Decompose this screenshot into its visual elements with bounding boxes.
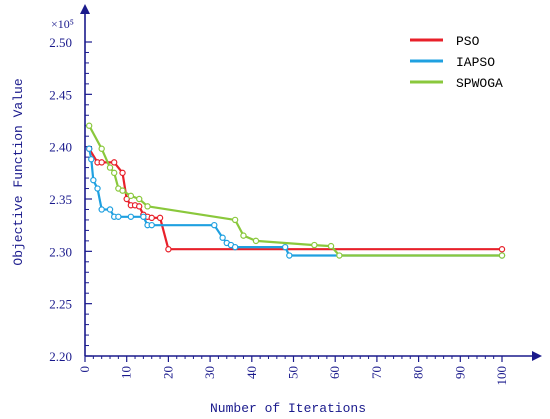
- data-point-spwoga: [85, 122, 93, 129]
- data-point-iapso: [231, 243, 239, 251]
- data-point-iapso: [140, 213, 147, 220]
- data-point-spwoga: [110, 169, 118, 177]
- data-point-spwoga: [144, 203, 151, 210]
- data-point-pso: [148, 214, 155, 222]
- data-point-iapso: [286, 252, 293, 259]
- data-point-pso: [498, 246, 506, 253]
- data-point-pso: [123, 195, 130, 203]
- x-axis-title: Number of Iterations: [210, 401, 366, 416]
- y-axis-title: Objective Function Value: [11, 78, 26, 265]
- x-tick-label-0: 0: [77, 366, 92, 373]
- data-point-spwoga: [98, 145, 105, 152]
- x-axis-arrow: [532, 351, 542, 361]
- data-point-spwoga: [106, 164, 114, 171]
- data-point-spwoga: [336, 252, 343, 259]
- data-point-iapso: [219, 234, 226, 241]
- data-point-pso: [98, 159, 105, 166]
- y-tick-label-4: 2.40: [49, 140, 72, 155]
- y-tick-label-2: 2.30: [49, 244, 72, 259]
- axes-layer: 0 10 20 30 40 50 60 70 80 90 100 2.20 2.25 2.30 2.35 2.…: [49, 4, 542, 386]
- series-line-spwoga: [88, 125, 502, 257]
- data-point-pso: [119, 169, 126, 177]
- data-point-iapso: [127, 213, 135, 220]
- data-point-spwoga: [498, 252, 506, 259]
- legend-label-spwoga: SPWOGA: [456, 76, 503, 91]
- data-point-iapso: [98, 206, 105, 213]
- data-point-spwoga: [311, 241, 318, 249]
- data-point-iapso: [211, 221, 218, 229]
- data-point-spwoga: [127, 192, 135, 200]
- y-tick-label-1: 2.25: [49, 297, 72, 312]
- y-multiplier-label: ×10⁵: [51, 17, 74, 31]
- x-tick-label-80: 80: [411, 366, 426, 379]
- data-point-pso: [156, 214, 164, 222]
- data-point-spwoga: [327, 242, 335, 250]
- data-point-spwoga: [136, 195, 143, 203]
- series-line-iapso: [88, 148, 502, 257]
- data-point-pso: [136, 203, 143, 210]
- x-tick-label-60: 60: [327, 366, 342, 379]
- data-point-iapso: [148, 221, 155, 229]
- data-point-iapso: [281, 243, 289, 251]
- legend-label-iapso: IAPSO: [456, 55, 495, 70]
- x-tick-label-70: 70: [369, 366, 384, 379]
- y-axis-arrow: [80, 4, 90, 14]
- data-point-pso: [110, 159, 118, 166]
- series-layer: [85, 122, 506, 259]
- data-point-iapso: [94, 185, 101, 192]
- y-tick-label-6: 2.50: [49, 35, 72, 50]
- data-point-spwoga: [119, 187, 126, 194]
- x-tick-label-20: 20: [160, 366, 175, 379]
- x-tick-label-100: 100: [494, 366, 509, 386]
- data-point-spwoga: [231, 216, 239, 224]
- data-point-iapso: [90, 176, 97, 184]
- x-tick-label-50: 50: [286, 366, 301, 379]
- data-point-iapso: [106, 206, 114, 213]
- series-line-pso: [88, 148, 502, 251]
- data-point-spwoga: [240, 232, 247, 239]
- data-point-iapso: [88, 156, 95, 163]
- data-point-iapso: [85, 145, 93, 152]
- y-tick-label-0: 2.20: [49, 349, 72, 364]
- x-tick-label-40: 40: [244, 366, 259, 379]
- data-point-pso: [165, 246, 172, 253]
- x-tick-label-90: 90: [452, 366, 467, 379]
- legend-label-pso: PSO: [456, 34, 480, 49]
- x-tick-label-30: 30: [202, 366, 217, 379]
- y-tick-label-5: 2.45: [49, 87, 72, 102]
- data-point-spwoga: [252, 237, 260, 245]
- x-tick-label-10: 10: [119, 366, 134, 379]
- legend: PSO IAPSO SPWOGA: [410, 34, 503, 91]
- data-point-iapso: [115, 213, 122, 220]
- y-tick-label-3: 2.35: [49, 192, 72, 207]
